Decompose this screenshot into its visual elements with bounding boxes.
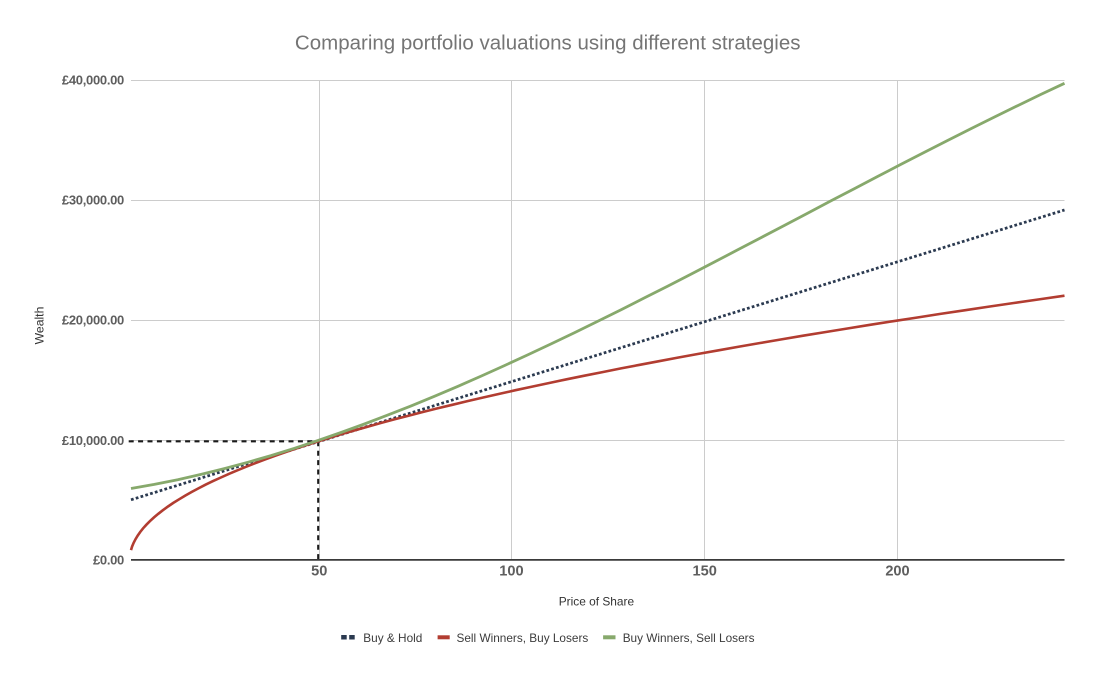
svg-text:Price of Share: Price of Share bbox=[559, 595, 635, 609]
svg-text:100: 100 bbox=[499, 563, 523, 579]
svg-text:Comparing portfolio valuations: Comparing portfolio valuations using dif… bbox=[295, 32, 801, 55]
svg-text:50: 50 bbox=[311, 563, 327, 579]
svg-text:£10,000.00: £10,000.00 bbox=[62, 433, 124, 448]
svg-text:200: 200 bbox=[885, 563, 909, 579]
svg-text:Sell Winners, Buy Losers: Sell Winners, Buy Losers bbox=[457, 631, 589, 645]
svg-text:£0.00: £0.00 bbox=[93, 552, 124, 567]
svg-text:Buy Winners, Sell Losers: Buy Winners, Sell Losers bbox=[623, 631, 755, 645]
svg-text:Wealth: Wealth bbox=[33, 307, 47, 345]
svg-text:Buy & Hold: Buy & Hold bbox=[363, 631, 422, 645]
svg-text:150: 150 bbox=[693, 563, 717, 579]
svg-text:£30,000.00: £30,000.00 bbox=[62, 192, 124, 207]
svg-text:£20,000.00: £20,000.00 bbox=[62, 312, 124, 327]
svg-text:£40,000.00: £40,000.00 bbox=[62, 72, 124, 87]
